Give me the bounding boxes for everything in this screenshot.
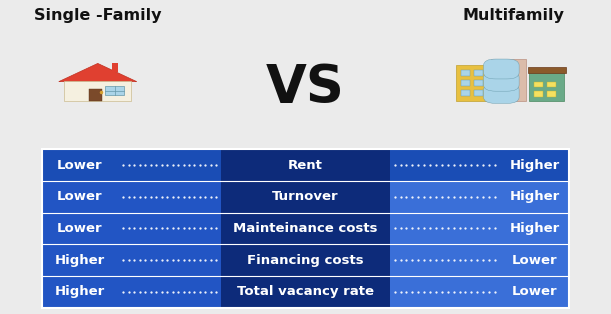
- Text: Higher: Higher: [54, 285, 104, 298]
- Bar: [461, 90, 470, 95]
- FancyBboxPatch shape: [483, 84, 519, 103]
- Bar: [89, 89, 103, 101]
- Bar: [42, 276, 221, 308]
- Bar: [42, 213, 221, 244]
- Polygon shape: [59, 63, 137, 82]
- Text: Turnover: Turnover: [272, 190, 339, 203]
- Text: Lower: Lower: [57, 222, 102, 235]
- Bar: [221, 213, 390, 244]
- Bar: [474, 90, 483, 95]
- Text: Higher: Higher: [510, 190, 560, 203]
- Bar: [534, 82, 543, 87]
- Bar: [390, 181, 569, 213]
- Bar: [547, 82, 556, 87]
- Bar: [390, 213, 569, 244]
- Text: Mainteinance costs: Mainteinance costs: [233, 222, 378, 235]
- Text: Multifamily: Multifamily: [463, 8, 564, 23]
- Bar: [461, 80, 470, 86]
- Bar: [42, 149, 221, 181]
- FancyBboxPatch shape: [483, 71, 519, 91]
- Text: VS: VS: [266, 62, 345, 114]
- Text: Higher: Higher: [510, 222, 560, 235]
- Bar: [390, 276, 569, 308]
- Bar: [64, 81, 131, 101]
- Bar: [390, 244, 569, 276]
- Text: Lower: Lower: [512, 254, 557, 267]
- Text: Lower: Lower: [512, 285, 557, 298]
- Text: Rent: Rent: [288, 159, 323, 171]
- Bar: [390, 149, 569, 181]
- Text: Higher: Higher: [54, 254, 104, 267]
- Bar: [105, 86, 125, 95]
- Text: Single -Family: Single -Family: [34, 8, 161, 23]
- Bar: [42, 244, 221, 276]
- Bar: [461, 70, 470, 76]
- Bar: [221, 276, 390, 308]
- Bar: [491, 59, 526, 101]
- Bar: [474, 80, 483, 86]
- Bar: [42, 181, 221, 213]
- Text: Lower: Lower: [57, 190, 102, 203]
- Text: Financing costs: Financing costs: [247, 254, 364, 267]
- FancyBboxPatch shape: [483, 59, 519, 79]
- Bar: [42, 149, 569, 308]
- Bar: [534, 91, 543, 97]
- Text: Total vacancy rate: Total vacancy rate: [237, 285, 374, 298]
- Bar: [221, 181, 390, 213]
- Bar: [547, 91, 556, 97]
- Bar: [221, 244, 390, 276]
- Bar: [112, 63, 119, 72]
- Text: Lower: Lower: [57, 159, 102, 171]
- Bar: [221, 149, 390, 181]
- Bar: [529, 72, 564, 101]
- Bar: [456, 65, 491, 101]
- Text: Higher: Higher: [510, 159, 560, 171]
- Bar: [474, 70, 483, 76]
- Bar: [527, 67, 566, 73]
